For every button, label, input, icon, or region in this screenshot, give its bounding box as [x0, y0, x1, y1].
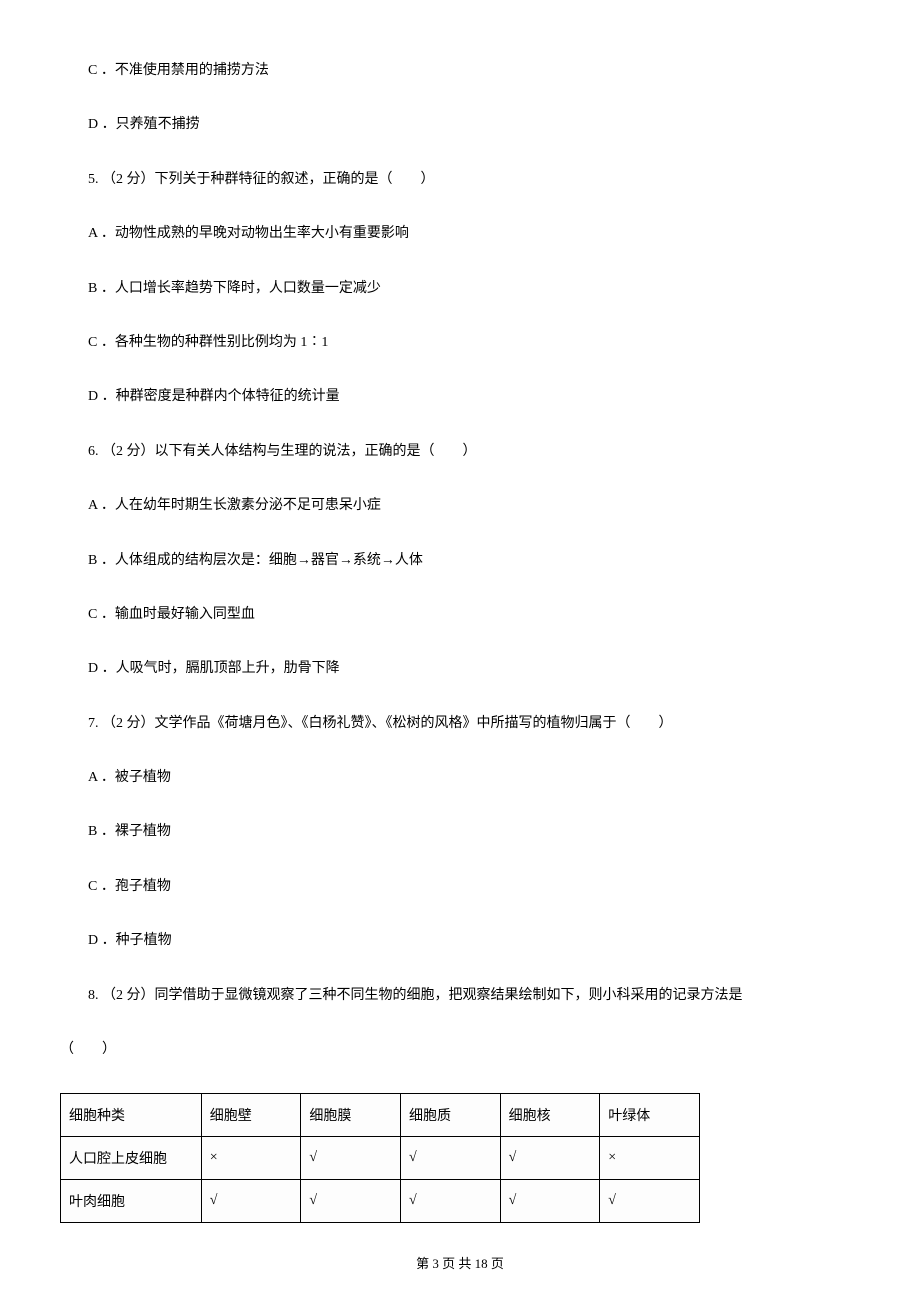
table-header-cell: 叶绿体	[600, 1094, 700, 1137]
option-d-q4: D ．只养殖不捕捞	[60, 114, 860, 136]
option-c-q4: C ．不准使用禁用的捕捞方法	[60, 60, 860, 82]
question-7-option-d: D ．种子植物	[60, 930, 860, 952]
question-6-stem: 6. （2 分）以下有关人体结构与生理的说法，正确的是（ ）	[60, 441, 860, 463]
cell-observation-table: 细胞种类 细胞壁 细胞膜 细胞质 细胞核 叶绿体 人口腔上皮细胞 × √ √ √…	[60, 1093, 700, 1223]
table-header-cell: 细胞核	[500, 1094, 600, 1137]
table-cell: 叶肉细胞	[61, 1180, 202, 1223]
question-8-stem-line1: 8. （2 分）同学借助于显微镜观察了三种不同生物的细胞，把观察结果绘制如下，则…	[60, 985, 860, 1007]
table-header-row: 细胞种类 细胞壁 细胞膜 细胞质 细胞核 叶绿体	[61, 1094, 700, 1137]
table-header-cell: 细胞质	[401, 1094, 501, 1137]
table-cell: ×	[201, 1137, 301, 1180]
question-5-option-d: D ．种群密度是种群内个体特征的统计量	[60, 386, 860, 408]
table-cell: √	[201, 1180, 301, 1223]
table-cell: √	[600, 1180, 700, 1223]
table-row: 叶肉细胞 √ √ √ √ √	[61, 1180, 700, 1223]
table-cell: √	[500, 1137, 600, 1180]
question-5-option-b: B ．人口增长率趋势下降时，人口数量一定减少	[60, 278, 860, 300]
question-5-option-a: A ．动物性成熟的早晚对动物出生率大小有重要影响	[60, 223, 860, 245]
table-cell: ×	[600, 1137, 700, 1180]
table-cell: √	[301, 1180, 401, 1223]
question-6-option-a: A ．人在幼年时期生长激素分泌不足可患呆小症	[60, 495, 860, 517]
question-5-option-c: C ．各种生物的种群性别比例均为 1∶1	[60, 332, 860, 354]
question-6-option-b: B ．人体组成的结构层次是：细胞→器官→系统→人体	[60, 550, 860, 572]
page-footer: 第 3 页 共 18 页	[0, 1253, 920, 1272]
table-cell: √	[401, 1137, 501, 1180]
question-6-option-d: D ．人吸气时，膈肌顶部上升，肋骨下降	[60, 658, 860, 680]
table-cell: 人口腔上皮细胞	[61, 1137, 202, 1180]
question-7-option-a: A ．被子植物	[60, 767, 860, 789]
table-row: 人口腔上皮细胞 × √ √ √ ×	[61, 1137, 700, 1180]
table-header-cell: 细胞壁	[201, 1094, 301, 1137]
question-7-stem: 7. （2 分）文学作品《荷塘月色》、《白杨礼赞》、《松树的风格》中所描写的植物…	[60, 713, 860, 735]
question-8-stem-line2: （ ）	[60, 1039, 860, 1061]
question-7-option-c: C ．孢子植物	[60, 876, 860, 898]
question-6-option-c: C ．输血时最好输入同型血	[60, 604, 860, 626]
question-7-option-b: B ．裸子植物	[60, 821, 860, 843]
table-cell: √	[401, 1180, 501, 1223]
question-5-stem: 5. （2 分）下列关于种群特征的叙述，正确的是（ ）	[60, 169, 860, 191]
table-cell: √	[301, 1137, 401, 1180]
table-cell: √	[500, 1180, 600, 1223]
document-page: C ．不准使用禁用的捕捞方法 D ．只养殖不捕捞 5. （2 分）下列关于种群特…	[0, 0, 920, 1302]
table-header-cell: 细胞膜	[301, 1094, 401, 1137]
table-header-cell: 细胞种类	[61, 1094, 202, 1137]
